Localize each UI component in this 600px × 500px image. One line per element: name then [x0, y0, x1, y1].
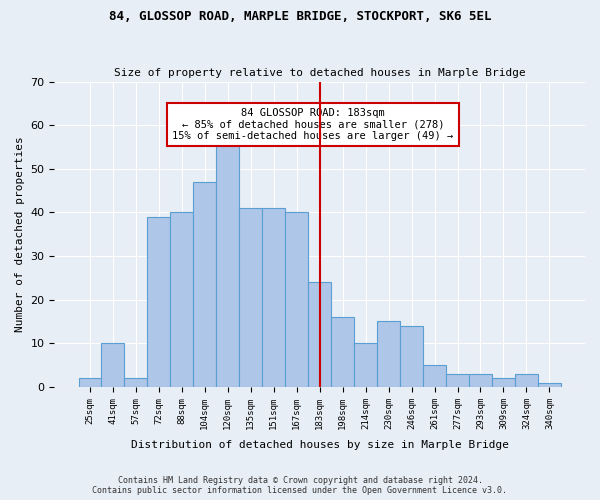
- Bar: [285, 212, 308, 387]
- Bar: [170, 212, 193, 387]
- Bar: [124, 378, 148, 387]
- X-axis label: Distribution of detached houses by size in Marple Bridge: Distribution of detached houses by size …: [131, 440, 509, 450]
- Bar: [308, 282, 331, 387]
- Bar: [239, 208, 262, 387]
- Bar: [423, 365, 446, 387]
- Bar: [193, 182, 217, 387]
- Bar: [446, 374, 469, 387]
- Bar: [101, 344, 124, 387]
- Bar: [79, 378, 101, 387]
- Bar: [400, 326, 423, 387]
- Bar: [148, 217, 170, 387]
- Bar: [377, 322, 400, 387]
- Y-axis label: Number of detached properties: Number of detached properties: [15, 136, 25, 332]
- Text: 84 GLOSSOP ROAD: 183sqm
← 85% of detached houses are smaller (278)
15% of semi-d: 84 GLOSSOP ROAD: 183sqm ← 85% of detache…: [172, 108, 454, 141]
- Bar: [538, 382, 561, 387]
- Text: 84, GLOSSOP ROAD, MARPLE BRIDGE, STOCKPORT, SK6 5EL: 84, GLOSSOP ROAD, MARPLE BRIDGE, STOCKPO…: [109, 10, 491, 23]
- Bar: [469, 374, 492, 387]
- Bar: [515, 374, 538, 387]
- Bar: [354, 344, 377, 387]
- Bar: [262, 208, 285, 387]
- Bar: [331, 317, 354, 387]
- Title: Size of property relative to detached houses in Marple Bridge: Size of property relative to detached ho…: [114, 68, 526, 78]
- Bar: [217, 134, 239, 387]
- Bar: [492, 378, 515, 387]
- Text: Contains HM Land Registry data © Crown copyright and database right 2024.
Contai: Contains HM Land Registry data © Crown c…: [92, 476, 508, 495]
